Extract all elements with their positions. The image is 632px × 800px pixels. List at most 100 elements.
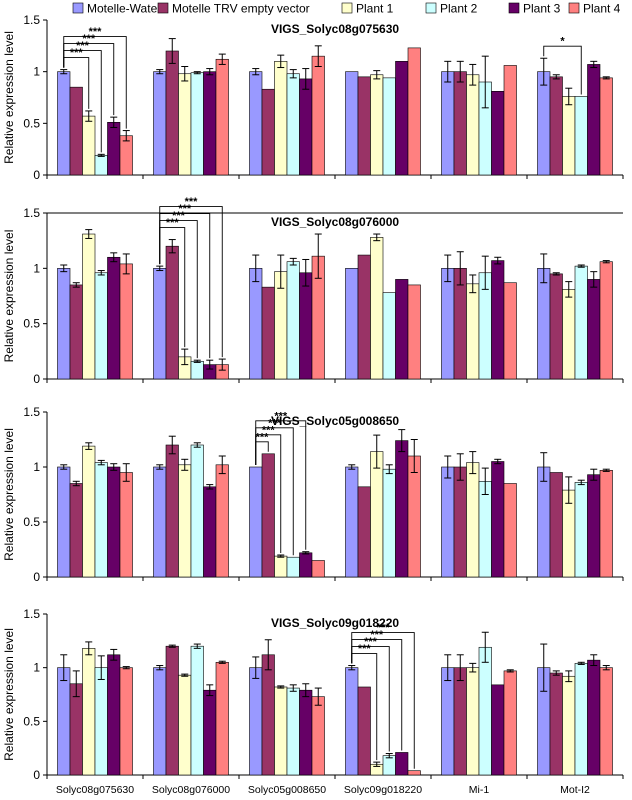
bar bbox=[261, 453, 275, 578]
bar bbox=[107, 466, 121, 578]
bar bbox=[190, 72, 204, 176]
x-tick-label: Mot-I2 bbox=[560, 784, 590, 796]
bar bbox=[562, 96, 576, 176]
bar bbox=[69, 483, 83, 578]
bar bbox=[503, 282, 517, 380]
panel-title: VIGS_Solyc05g008650 bbox=[271, 414, 399, 428]
bar bbox=[94, 272, 108, 380]
bar bbox=[574, 96, 588, 176]
bar bbox=[299, 552, 313, 578]
bar bbox=[119, 472, 133, 578]
bar bbox=[94, 155, 108, 176]
bar bbox=[274, 555, 288, 578]
legend-swatch bbox=[508, 2, 520, 14]
significance-label: *** bbox=[377, 622, 391, 634]
bar bbox=[407, 47, 421, 176]
bar bbox=[57, 268, 71, 380]
bar bbox=[286, 261, 300, 380]
bar bbox=[203, 71, 217, 176]
bar bbox=[107, 654, 121, 776]
significance-label: *** bbox=[358, 643, 372, 655]
bar bbox=[574, 663, 588, 776]
bar bbox=[107, 256, 121, 380]
panel-title: VIGS_Solyc08g076000 bbox=[271, 215, 399, 229]
bar bbox=[82, 648, 96, 776]
bar bbox=[370, 74, 384, 176]
bar bbox=[503, 483, 517, 578]
bar bbox=[345, 667, 359, 776]
bar bbox=[274, 61, 288, 176]
bar bbox=[69, 86, 83, 176]
bar bbox=[311, 55, 325, 176]
bar bbox=[82, 233, 96, 380]
y-tick-label: 1.5 bbox=[23, 405, 40, 419]
bar bbox=[261, 286, 275, 380]
legend-label: Plant 1 bbox=[356, 2, 394, 16]
significance-bracket bbox=[255, 420, 307, 550]
legend-label: Plant 2 bbox=[440, 2, 478, 16]
significance-label: *** bbox=[89, 26, 103, 38]
bar bbox=[311, 560, 325, 578]
bar bbox=[599, 469, 613, 578]
bar bbox=[215, 58, 229, 176]
legend-swatch bbox=[341, 2, 353, 14]
bar bbox=[249, 268, 263, 380]
bar bbox=[311, 696, 325, 776]
bar bbox=[153, 71, 167, 176]
bar bbox=[299, 78, 313, 176]
bar bbox=[286, 556, 300, 578]
bar bbox=[119, 263, 133, 380]
bar bbox=[441, 71, 455, 176]
significance-label: *** bbox=[370, 629, 384, 641]
significance-label: *** bbox=[82, 33, 96, 45]
bar bbox=[466, 283, 480, 380]
bar bbox=[407, 770, 421, 776]
bar bbox=[453, 667, 467, 776]
y-tick-label: 1 bbox=[33, 261, 40, 275]
bar bbox=[165, 50, 179, 176]
bar bbox=[345, 71, 359, 176]
bar bbox=[491, 684, 505, 776]
significance-label: *** bbox=[76, 40, 90, 52]
significance-bracket bbox=[159, 206, 223, 358]
legend: Motelle-Water Motelle TRV empty vector Pla… bbox=[72, 2, 621, 16]
bar bbox=[165, 645, 179, 776]
bar bbox=[549, 672, 563, 776]
bar bbox=[370, 237, 384, 380]
bar bbox=[82, 445, 96, 578]
bar bbox=[357, 686, 371, 776]
bar bbox=[94, 667, 108, 776]
bar bbox=[82, 115, 96, 176]
significance-bracket bbox=[351, 632, 415, 769]
bar bbox=[466, 667, 480, 776]
bar bbox=[57, 667, 71, 776]
bar bbox=[478, 480, 492, 578]
bar bbox=[69, 683, 83, 776]
bar bbox=[466, 462, 480, 578]
legend-label: Plant 3 bbox=[523, 2, 561, 16]
y-axis-label: Relative expression level bbox=[2, 31, 16, 164]
bar bbox=[215, 464, 229, 578]
panel-title: VIGS_Solyc09g018220 bbox=[271, 616, 399, 630]
bar bbox=[537, 71, 551, 176]
bar bbox=[153, 466, 167, 578]
bar bbox=[57, 466, 71, 578]
bar bbox=[94, 462, 108, 578]
bar bbox=[357, 76, 371, 176]
bar bbox=[466, 74, 480, 176]
bar bbox=[587, 474, 601, 578]
y-tick-label: 1 bbox=[33, 65, 40, 79]
bar bbox=[441, 667, 455, 776]
significance-label: *** bbox=[274, 410, 288, 422]
bar bbox=[503, 670, 517, 776]
legend-swatch bbox=[425, 2, 437, 14]
bar bbox=[165, 444, 179, 578]
bar bbox=[190, 645, 204, 776]
bar bbox=[203, 689, 217, 776]
bar bbox=[299, 272, 313, 380]
bar bbox=[549, 76, 563, 176]
legend-swatch bbox=[568, 2, 580, 14]
bar bbox=[503, 65, 517, 176]
bar bbox=[441, 268, 455, 380]
